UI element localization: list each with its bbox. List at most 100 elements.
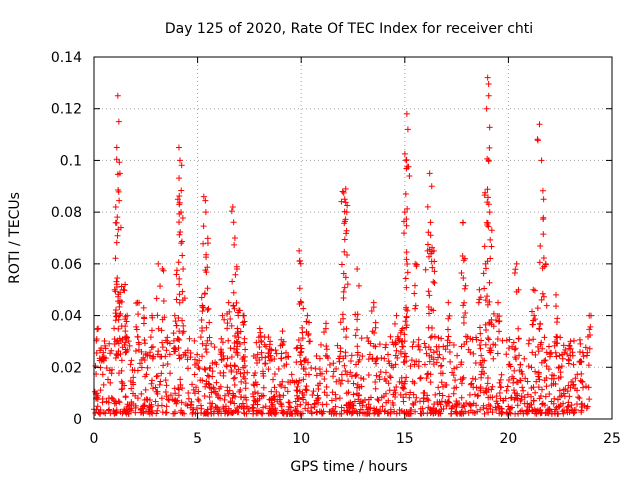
data-point: [382, 344, 389, 351]
data-point: [203, 324, 210, 331]
data-point: [510, 339, 517, 346]
data-point: [510, 375, 517, 382]
data-point: [458, 380, 465, 387]
data-point: [173, 296, 180, 303]
data-point: [543, 363, 550, 370]
data-point: [406, 394, 413, 401]
data-point: [494, 312, 501, 319]
data-point: [241, 318, 248, 325]
data-point: [386, 360, 393, 367]
data-point: [352, 332, 359, 339]
data-point: [134, 395, 141, 402]
data-point: [355, 282, 362, 289]
data-point: [364, 334, 371, 341]
data-point: [232, 407, 239, 414]
data-point: [302, 386, 309, 393]
data-point: [303, 383, 310, 390]
data-point: [249, 404, 256, 411]
data-point: [286, 399, 293, 406]
data-point: [532, 389, 539, 396]
data-point: [235, 334, 242, 341]
data-point: [535, 348, 542, 355]
data-point: [537, 410, 544, 417]
data-point: [559, 351, 566, 358]
data-point: [372, 378, 379, 385]
data-point: [333, 410, 340, 417]
data-point: [345, 378, 352, 385]
data-point: [140, 320, 147, 327]
data-point: [321, 375, 328, 382]
data-point: [438, 379, 445, 386]
data-point: [306, 319, 313, 326]
data-point: [279, 378, 286, 385]
data-point: [521, 355, 528, 362]
data-point: [336, 358, 343, 365]
data-point: [238, 404, 245, 411]
data-point: [370, 342, 377, 349]
data-point: [423, 375, 430, 382]
data-point: [411, 380, 418, 387]
data-point: [515, 325, 522, 332]
data-point: [487, 236, 494, 243]
data-point: [578, 378, 585, 385]
data-point: [476, 341, 483, 348]
data-point: [472, 376, 479, 383]
data-point: [387, 374, 394, 381]
data-point: [141, 396, 148, 403]
data-point: [175, 259, 182, 266]
data-point: [267, 338, 274, 345]
data-point: [343, 227, 350, 234]
data-point: [452, 377, 459, 384]
data-point: [112, 355, 119, 362]
data-point: [303, 371, 310, 378]
data-point: [372, 385, 379, 392]
data-point: [417, 374, 424, 381]
data-point: [442, 382, 449, 389]
data-point: [536, 395, 543, 402]
data-point: [138, 364, 145, 371]
data-point: [173, 267, 180, 274]
data-point: [234, 325, 241, 332]
data-point: [329, 407, 336, 414]
data-point: [171, 408, 178, 415]
data-point: [402, 275, 409, 282]
data-point: [558, 363, 565, 370]
data-point: [582, 344, 589, 351]
data-point: [221, 316, 228, 323]
data-point: [373, 360, 380, 367]
data-point: [565, 356, 572, 363]
data-point: [477, 345, 484, 352]
data-point: [345, 404, 352, 411]
x-tick-label: 15: [396, 431, 414, 447]
data-point: [431, 268, 438, 275]
data-point: [176, 281, 183, 288]
data-point: [574, 387, 581, 394]
data-point: [225, 337, 232, 344]
data-point: [357, 374, 364, 381]
data-point: [176, 299, 183, 306]
data-point: [191, 361, 198, 368]
data-point: [278, 336, 285, 343]
data-point: [154, 312, 161, 319]
data-point: [178, 162, 185, 169]
data-point: [187, 349, 194, 356]
data-point: [365, 371, 372, 378]
data-point: [261, 334, 268, 341]
data-point: [140, 402, 147, 409]
data-point: [298, 299, 305, 306]
data-point: [464, 333, 471, 340]
data-point: [144, 364, 151, 371]
data-point: [225, 391, 232, 398]
data-point: [569, 378, 576, 385]
data-point: [200, 193, 207, 200]
data-point: [456, 410, 463, 417]
data-point: [498, 384, 505, 391]
data-point: [159, 266, 166, 273]
data-point: [283, 349, 290, 356]
data-point: [163, 393, 170, 400]
data-point: [552, 406, 559, 413]
data-point: [258, 349, 265, 356]
data-point: [401, 209, 408, 216]
data-point: [453, 409, 460, 416]
data-point: [227, 316, 234, 323]
